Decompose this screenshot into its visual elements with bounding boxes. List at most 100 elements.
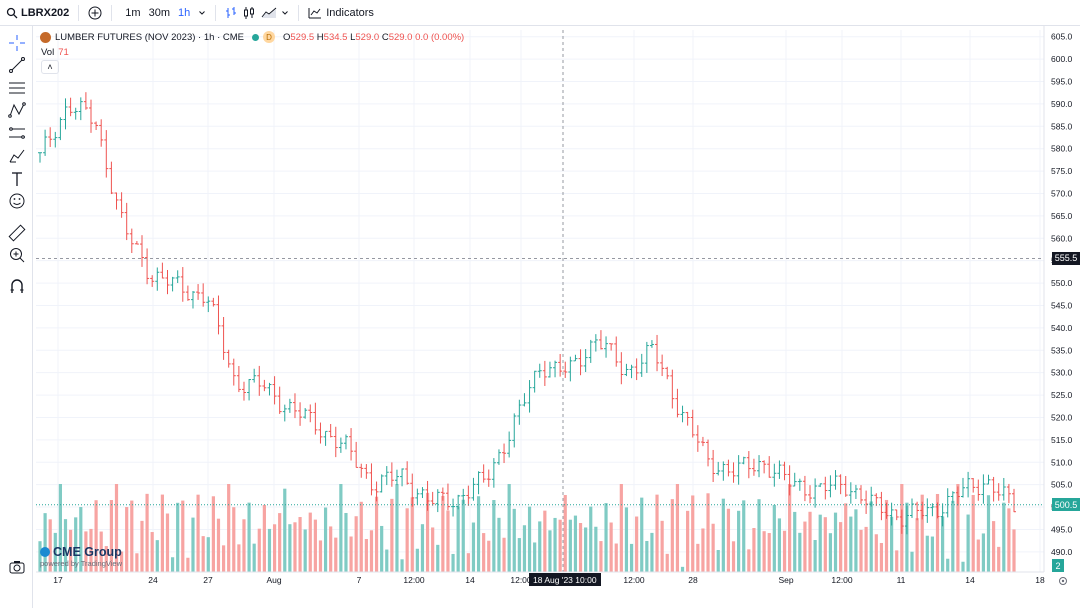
volume-bar <box>650 532 654 572</box>
volume-bar <box>665 553 669 572</box>
volume-bar <box>971 494 975 572</box>
volume-bar <box>201 536 205 572</box>
volume-bar <box>731 541 736 572</box>
volume-value: 71 <box>58 47 69 58</box>
bars-chart-icon[interactable] <box>225 6 237 20</box>
powered-by: powered by TradingView <box>40 559 122 568</box>
fib-retracement-icon[interactable] <box>8 79 26 97</box>
compare-button[interactable] <box>82 0 108 26</box>
volume-bar <box>94 500 98 572</box>
volume-bar <box>604 503 608 572</box>
candles-chart-icon[interactable] <box>243 6 255 20</box>
camera-icon[interactable] <box>8 558 26 576</box>
settings-icon[interactable] <box>1057 575 1069 589</box>
timeframe-30m[interactable]: 30m <box>148 6 170 19</box>
volume-bar <box>742 500 746 572</box>
area-chart-icon[interactable] <box>261 7 277 19</box>
timeframe-1m[interactable]: 1m <box>125 6 141 19</box>
volume-bar <box>629 543 634 572</box>
divider <box>298 4 300 21</box>
volume-bar <box>635 516 639 572</box>
volume-bar <box>68 529 73 572</box>
volume-bar <box>211 496 215 572</box>
projection-tool-icon[interactable] <box>8 124 26 142</box>
volume-bar <box>839 522 843 572</box>
volume-bar <box>594 526 598 572</box>
cme-logo-icon <box>40 547 50 557</box>
volume-price-label: 2 <box>1052 559 1064 572</box>
price-axis[interactable]: 490.0495.0500.0505.0510.0515.0520.0525.0… <box>1043 26 1073 572</box>
volume-bar <box>181 500 185 572</box>
volume-bar <box>793 511 797 572</box>
chart-type-group <box>219 0 295 26</box>
emoji-icon[interactable] <box>8 192 26 210</box>
volume-bar <box>186 557 190 572</box>
brand-name: CME Group <box>40 545 122 559</box>
volume-bar <box>145 493 149 572</box>
volume-bar <box>323 507 328 572</box>
timeframe-1h[interactable]: 1h <box>177 6 191 19</box>
volume-bar <box>553 517 557 572</box>
time-axis[interactable]: 17 24 27 Aug 7 12:00 14 12:00 12:00 28 Sep 12:00 11 1… <box>36 571 1045 585</box>
branding[interactable]: CME Group powered by TradingView <box>40 545 122 568</box>
volume-bar <box>956 484 960 572</box>
zoom-in-icon[interactable] <box>8 246 26 264</box>
volume-bar <box>262 504 266 572</box>
volume-bar <box>344 512 348 572</box>
volume-bar <box>216 518 221 572</box>
price-tick-label: 585.0 <box>1051 121 1073 131</box>
price-tick-label: 600.0 <box>1051 54 1073 64</box>
price-tick-label: 560.0 <box>1051 233 1073 243</box>
volume-bar <box>135 553 139 572</box>
time-tick-label: 27 <box>203 575 213 585</box>
collapse-legend-button[interactable]: ˄ <box>41 60 59 74</box>
open-key: O <box>282 31 291 43</box>
volume-bar <box>405 508 409 572</box>
crosshair-tool-icon[interactable] <box>8 34 26 52</box>
volume-bar <box>864 526 868 572</box>
volume-bar <box>288 524 292 572</box>
symbol-search[interactable]: LBRX202 <box>0 0 75 26</box>
magnet-icon[interactable] <box>8 277 26 295</box>
volume-bar <box>318 540 323 572</box>
volume-bar <box>385 549 389 572</box>
trend-line-icon[interactable] <box>8 56 26 74</box>
volume-bar <box>578 522 583 572</box>
volume-bar <box>930 536 935 572</box>
legend-title[interactable]: LUMBER FUTURES (NOV 2023) · 1h · CME <box>55 31 244 43</box>
volume-bar <box>227 484 231 572</box>
brush-tool-icon[interactable] <box>8 147 26 165</box>
pattern-tool-icon[interactable] <box>8 101 26 119</box>
chevron-down-icon[interactable] <box>198 9 206 17</box>
volume-bar <box>482 533 486 572</box>
search-icon <box>6 7 18 19</box>
volume-bar <box>99 531 103 572</box>
indicators-button[interactable]: Indicators <box>302 0 380 26</box>
volume-bar <box>701 528 705 572</box>
volume-bar <box>512 508 516 572</box>
volume-bar <box>425 492 430 572</box>
price-tick-label: 595.0 <box>1051 77 1073 87</box>
volume-bar <box>109 500 113 572</box>
text-tool-icon[interactable] <box>8 170 26 188</box>
volume-bar <box>548 530 552 572</box>
price-tick-label: 540.0 <box>1051 323 1073 333</box>
ruler-icon[interactable] <box>8 224 26 242</box>
time-tick-label: 17 <box>53 575 63 585</box>
add-circle-icon <box>88 6 102 20</box>
volume-bar <box>757 499 761 572</box>
price-tick-label: 570.0 <box>1051 188 1073 198</box>
volume-bar <box>782 530 787 572</box>
chevron-down-icon[interactable] <box>281 9 289 17</box>
volume-bar <box>339 484 343 572</box>
market-status-icon[interactable] <box>251 33 259 41</box>
delayed-badge[interactable]: D <box>262 31 275 43</box>
volume-bar <box>165 513 170 572</box>
volume-bar <box>660 520 664 572</box>
volume-bar <box>369 530 374 572</box>
volume-bar <box>313 519 317 572</box>
open-value: 529.5 <box>290 31 315 43</box>
volume-bar <box>196 494 200 572</box>
